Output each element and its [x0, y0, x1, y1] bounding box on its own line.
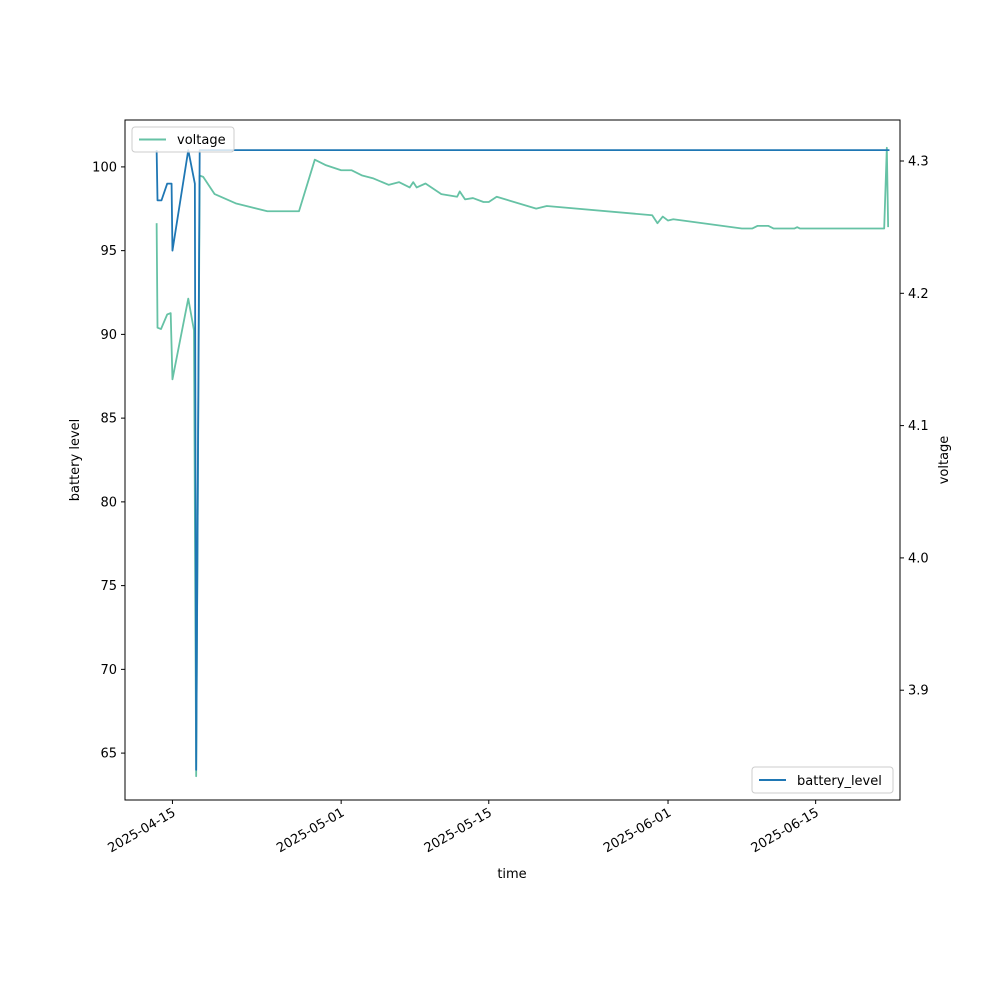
legend-battery-level: battery_level: [751, 766, 894, 794]
y-left-tick-label: 95: [100, 244, 117, 259]
x-tick-label: 2025-06-15: [749, 805, 822, 856]
y-left-tick-label: 75: [100, 579, 117, 594]
series-line-battery-level: [155, 149, 890, 771]
legend-battery-box: [751, 766, 894, 794]
series-line-voltage: [155, 146, 890, 778]
plot-area: [155, 146, 890, 778]
y-right-tick-label: 4.1: [908, 419, 929, 434]
x-tick-label: 2025-04-15: [106, 805, 179, 856]
y-left-tick-label: 85: [100, 412, 117, 427]
y-right-tick-label: 4.2: [908, 287, 929, 302]
y-left-tick-label: 90: [100, 328, 117, 343]
y-left-tick-label: 100: [92, 160, 117, 175]
legend-voltage-label: voltage: [177, 133, 226, 148]
legend-battery-level-label: battery_level: [797, 774, 882, 789]
legend-voltage-box: [131, 126, 235, 153]
x-axis-label: time: [497, 867, 526, 882]
y-axis-right-label: voltage: [937, 436, 952, 485]
x-tick-label: 2025-06-01: [601, 805, 674, 856]
y-right-tick-label: 3.9: [908, 684, 929, 699]
legend-voltage: voltage: [131, 126, 235, 153]
x-tick-label: 2025-05-01: [274, 805, 347, 856]
axis-ticks: 65 70 75 80 85 90 95 100 3.9 4.0 4.1 4.2 4.3 2025-04-…: [92, 155, 929, 857]
y-left-tick-label: 65: [100, 747, 117, 762]
y-axis-left-label: battery level: [68, 419, 83, 502]
y-right-tick-label: 4.3: [908, 155, 929, 170]
x-tick-label: 2025-05-15: [422, 805, 495, 856]
y-left-tick-label: 80: [100, 495, 117, 510]
plot-frame: [124, 119, 901, 801]
y-left-tick-label: 70: [100, 663, 117, 678]
y-right-tick-label: 4.0: [908, 551, 929, 566]
